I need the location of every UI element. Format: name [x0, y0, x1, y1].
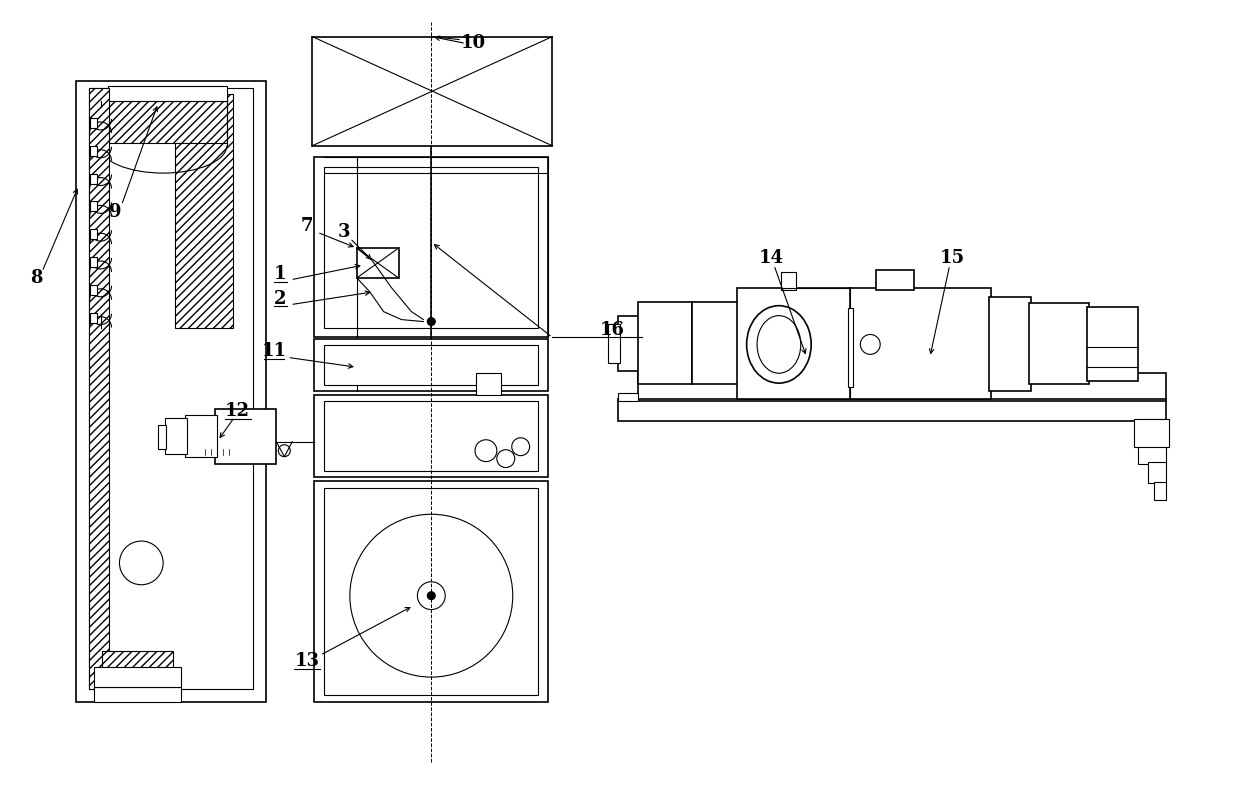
Bar	[314, 157, 548, 337]
Bar	[637, 373, 1167, 401]
Bar	[165, 418, 187, 454]
Bar	[476, 373, 501, 395]
Bar	[692, 302, 739, 384]
Bar	[618, 399, 1167, 421]
Bar	[1138, 419, 1167, 464]
Bar	[89, 201, 97, 211]
Text: 9: 9	[109, 203, 122, 222]
Bar	[94, 667, 181, 687]
Bar	[108, 87, 227, 101]
Text: 2: 2	[274, 290, 286, 307]
Text: 14: 14	[759, 249, 784, 267]
Bar	[314, 395, 548, 477]
Bar	[1086, 307, 1138, 381]
Text: 13: 13	[295, 652, 320, 670]
Text: 1: 1	[274, 265, 286, 283]
Bar	[185, 415, 217, 456]
Bar	[314, 481, 548, 702]
Bar	[89, 285, 97, 294]
Bar	[357, 248, 398, 277]
Bar	[851, 288, 992, 399]
Bar	[89, 146, 97, 155]
Bar	[324, 167, 538, 328]
Text: 12: 12	[226, 402, 250, 420]
Bar	[89, 118, 97, 128]
Bar	[215, 409, 277, 464]
Bar	[312, 36, 553, 146]
Bar	[324, 401, 538, 471]
Bar	[89, 88, 253, 689]
Bar	[324, 489, 538, 695]
Text: 3: 3	[337, 223, 350, 241]
Text: 11: 11	[262, 342, 286, 360]
Text: 15: 15	[940, 249, 965, 267]
Bar	[314, 340, 548, 391]
Bar	[848, 307, 853, 388]
Circle shape	[428, 591, 435, 599]
Bar	[324, 345, 538, 385]
Bar	[89, 88, 109, 689]
Bar	[159, 425, 166, 449]
Bar	[781, 272, 796, 290]
Bar	[877, 270, 914, 290]
Bar	[990, 297, 1032, 391]
Bar	[89, 174, 97, 184]
Bar	[618, 316, 640, 371]
Circle shape	[428, 318, 435, 325]
Bar	[89, 312, 97, 323]
Bar	[618, 393, 637, 401]
Bar	[738, 288, 852, 399]
Bar	[89, 257, 97, 267]
Bar	[1154, 482, 1167, 500]
Text: 7: 7	[301, 218, 314, 235]
Text: 10: 10	[460, 35, 486, 53]
Bar	[94, 687, 181, 702]
Bar	[1029, 303, 1089, 384]
Bar	[102, 651, 174, 689]
Text: 8: 8	[30, 269, 42, 287]
Bar	[637, 302, 692, 384]
Bar	[1135, 419, 1169, 447]
Bar	[89, 229, 97, 239]
Bar	[175, 94, 233, 328]
Bar	[608, 324, 620, 363]
Bar	[76, 81, 267, 702]
Bar	[108, 95, 227, 143]
Bar	[1148, 462, 1167, 484]
Text: 16: 16	[600, 320, 625, 338]
